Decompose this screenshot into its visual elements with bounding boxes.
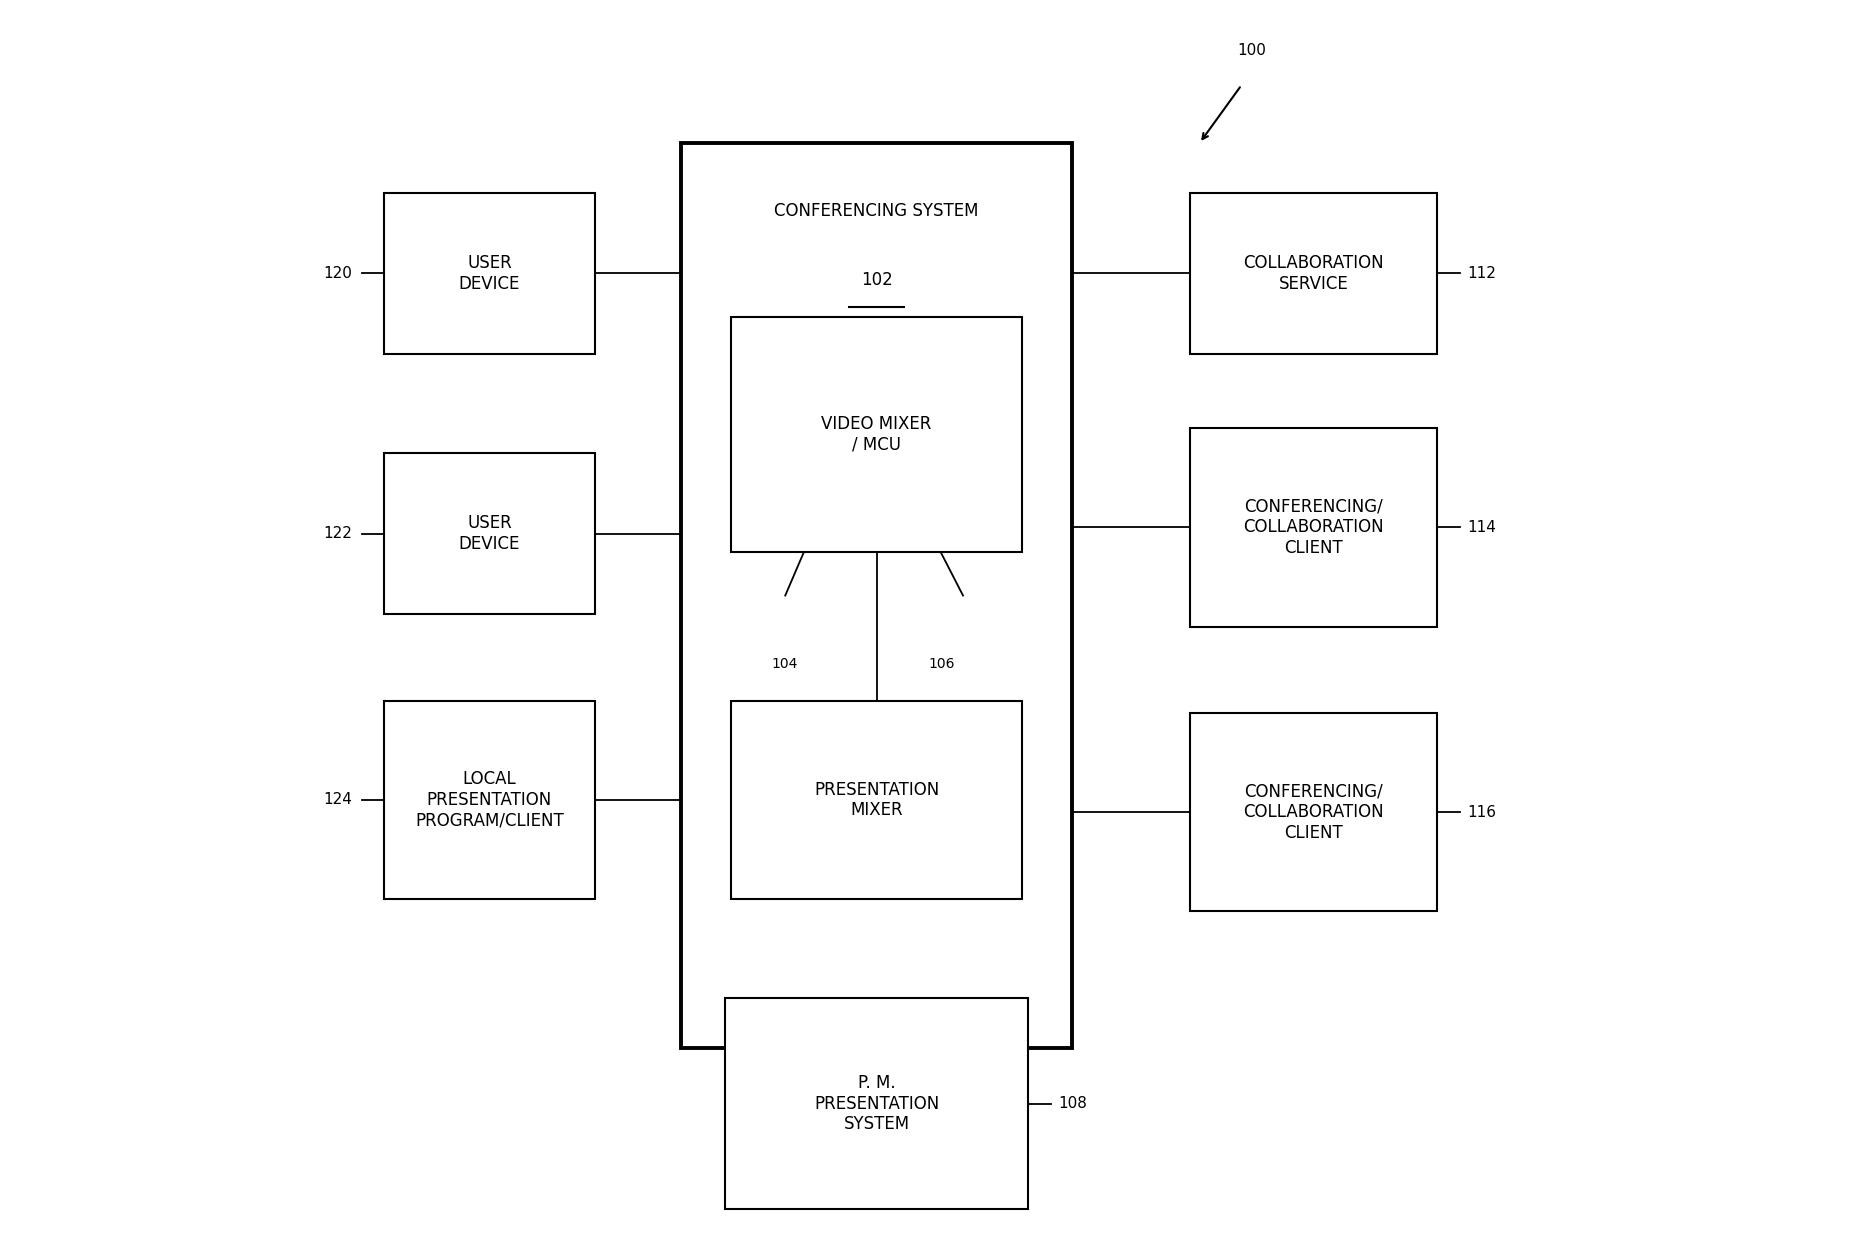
Bar xyxy=(384,700,595,900)
Bar xyxy=(724,999,1029,1209)
Text: 102: 102 xyxy=(861,271,892,288)
Text: 114: 114 xyxy=(1467,520,1497,535)
Text: 124: 124 xyxy=(324,792,352,807)
Text: COLLABORATION
SERVICE: COLLABORATION SERVICE xyxy=(1242,254,1385,293)
Bar xyxy=(681,143,1072,1048)
Bar xyxy=(1190,713,1437,911)
Text: USER
DEVICE: USER DEVICE xyxy=(458,254,520,293)
Text: 106: 106 xyxy=(928,658,954,672)
Text: P. M.
PRESENTATION
SYSTEM: P. M. PRESENTATION SYSTEM xyxy=(814,1074,939,1134)
Text: LOCAL
PRESENTATION
PROGRAM/CLIENT: LOCAL PRESENTATION PROGRAM/CLIENT xyxy=(415,771,563,829)
Text: 116: 116 xyxy=(1467,804,1497,819)
Text: CONFERENCING/
COLLABORATION
CLIENT: CONFERENCING/ COLLABORATION CLIENT xyxy=(1242,497,1385,558)
Text: CONFERENCING/
COLLABORATION
CLIENT: CONFERENCING/ COLLABORATION CLIENT xyxy=(1242,783,1385,842)
Text: 112: 112 xyxy=(1467,266,1497,281)
Text: 120: 120 xyxy=(324,266,352,281)
Text: USER
DEVICE: USER DEVICE xyxy=(458,514,520,553)
Text: VIDEO MIXER
/ MCU: VIDEO MIXER / MCU xyxy=(821,415,932,454)
Bar xyxy=(384,454,595,614)
Bar xyxy=(732,700,1022,900)
Text: 122: 122 xyxy=(324,526,352,541)
Bar xyxy=(1190,193,1437,353)
Text: CONFERENCING SYSTEM: CONFERENCING SYSTEM xyxy=(775,203,979,221)
Text: 104: 104 xyxy=(771,658,797,672)
Bar xyxy=(1190,429,1437,626)
Bar xyxy=(732,317,1022,553)
Text: 100: 100 xyxy=(1237,43,1267,58)
Text: PRESENTATION
MIXER: PRESENTATION MIXER xyxy=(814,781,939,819)
Text: 108: 108 xyxy=(1059,1096,1087,1111)
Bar xyxy=(384,193,595,353)
